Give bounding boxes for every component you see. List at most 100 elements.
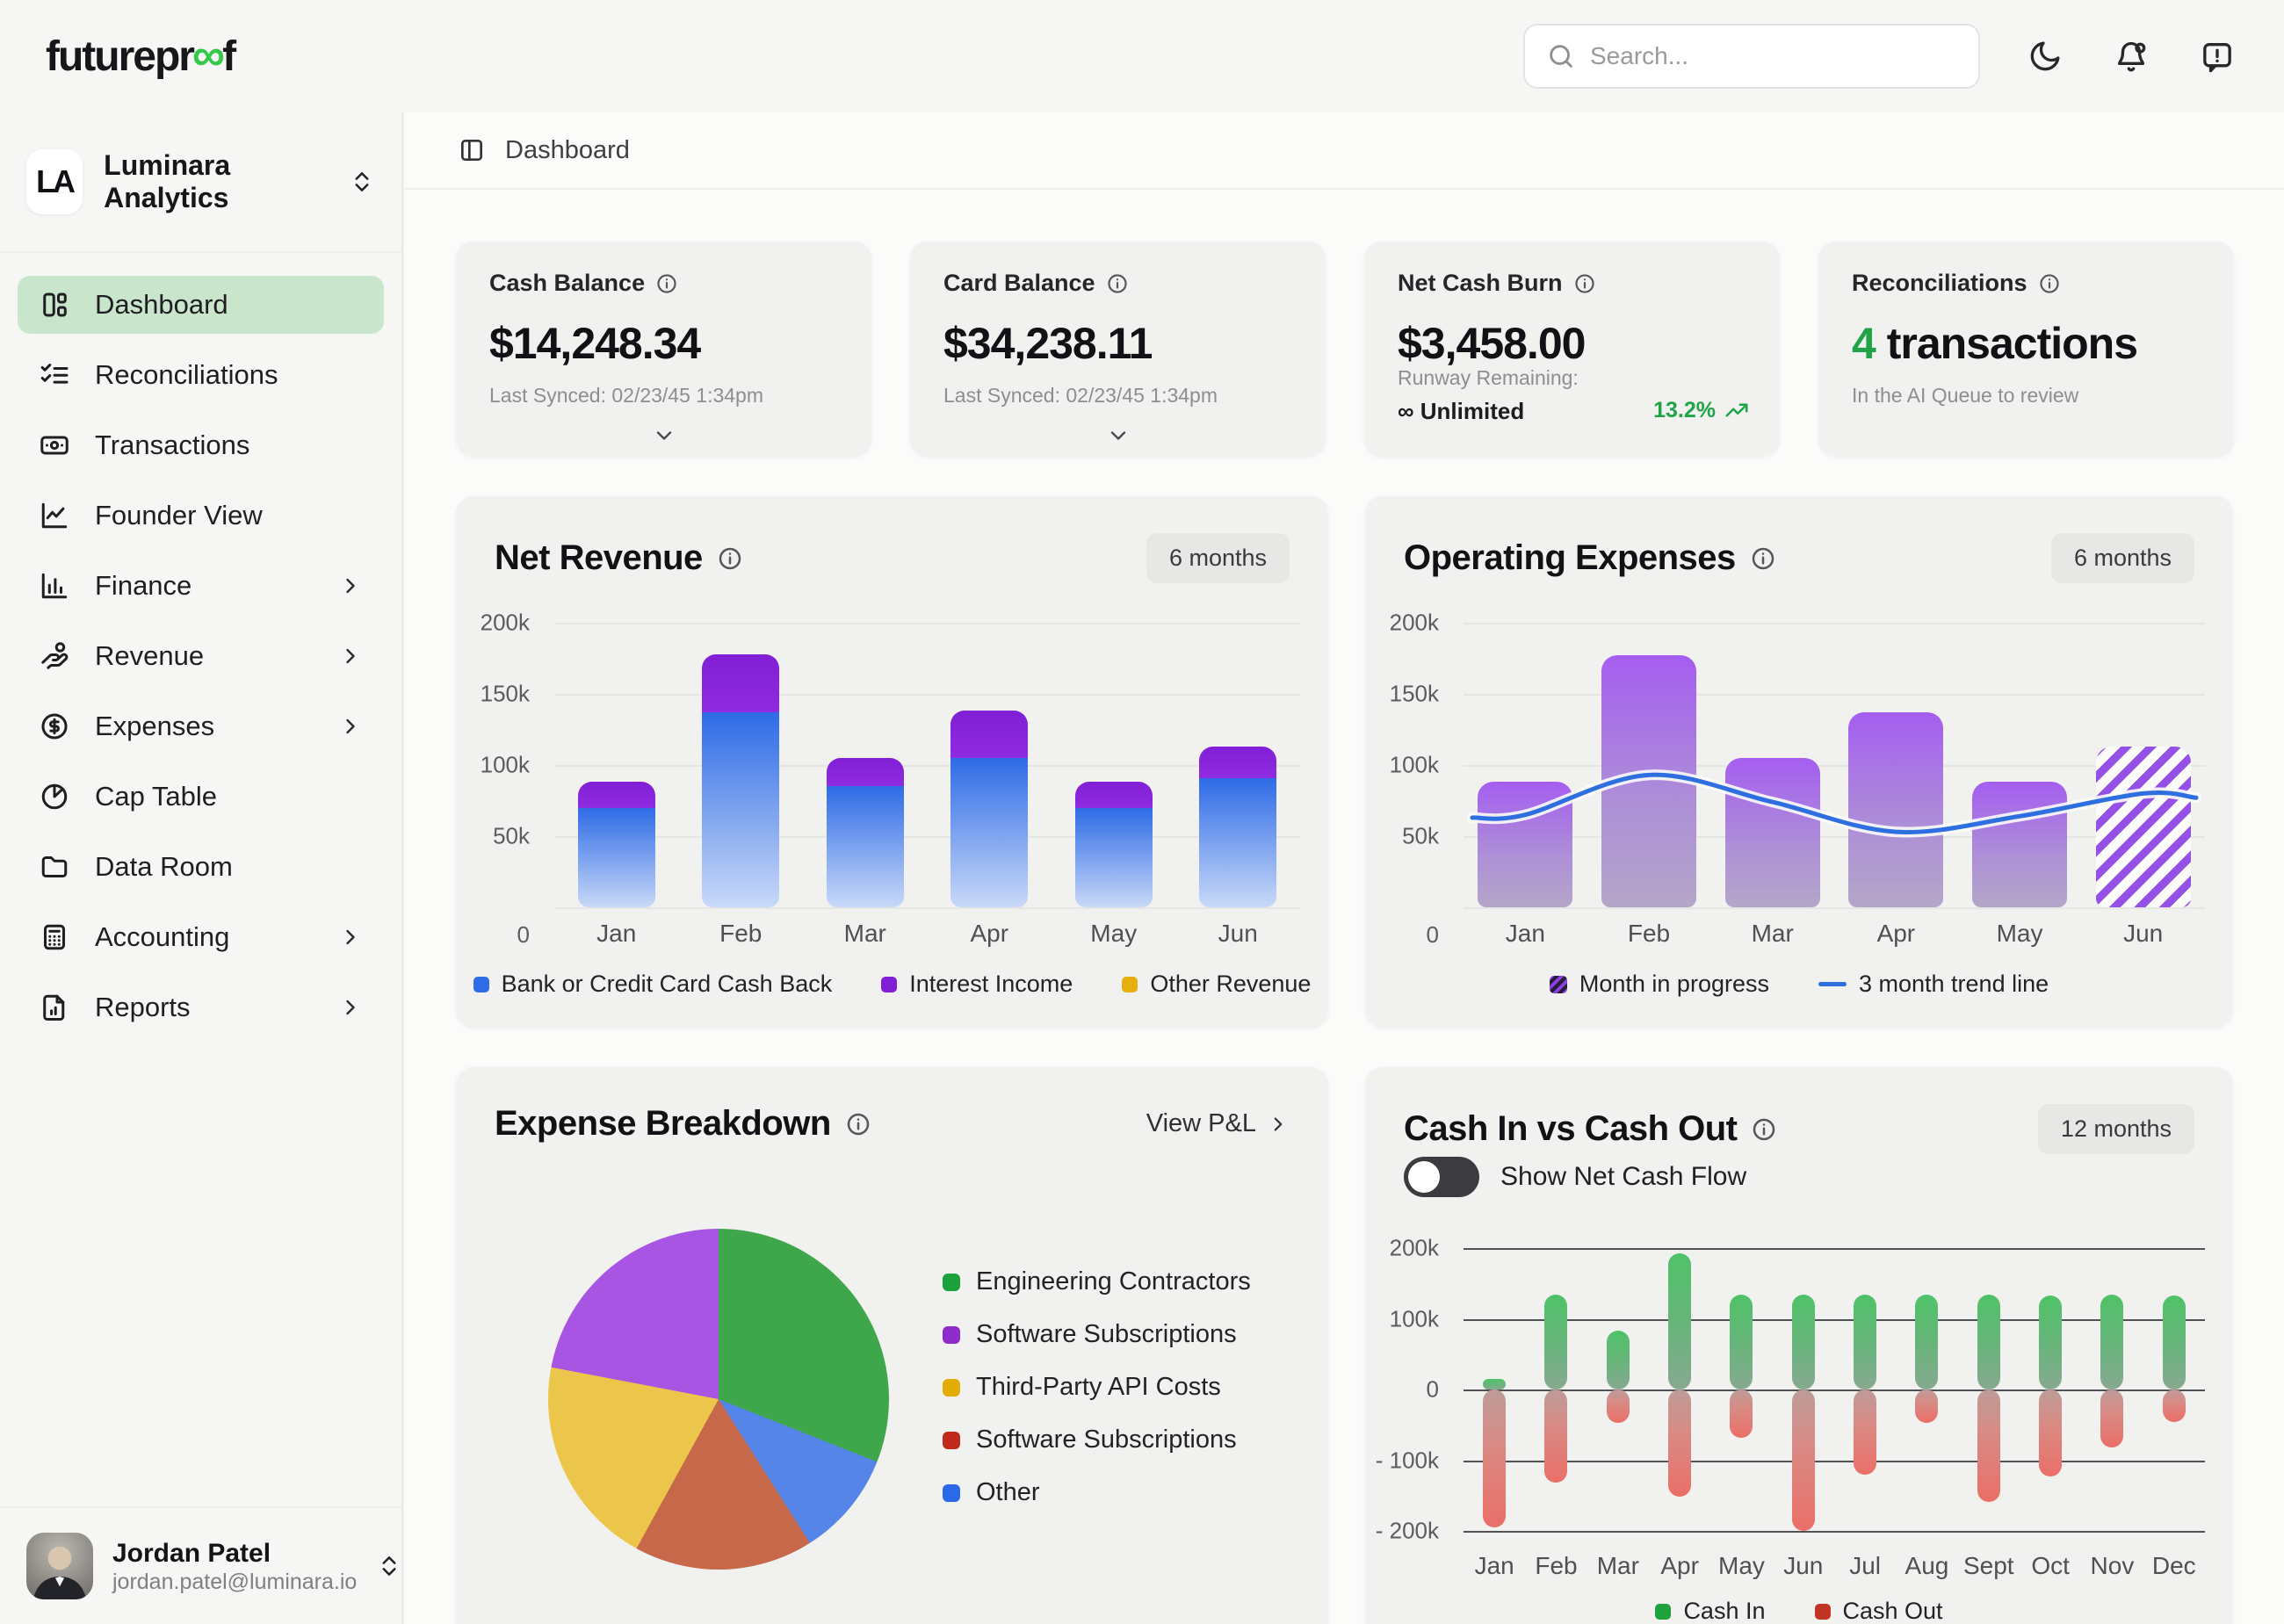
x-axis-label: May	[1996, 920, 2043, 947]
dark-mode-button[interactable]	[2024, 35, 2066, 77]
chevron-right-icon	[338, 714, 363, 739]
futureproof-logo[interactable]: futurepr ∞ f	[46, 32, 236, 81]
cash-out-bar	[1977, 1389, 2000, 1502]
bar-column	[928, 623, 1052, 907]
search-input[interactable]	[1590, 42, 1957, 70]
x-axis-labels: Jan Feb Mar Apr May Jun	[554, 920, 1300, 948]
notifications-button[interactable]	[2110, 35, 2152, 77]
bar-column	[1587, 623, 1711, 907]
cash-out-bar	[1791, 1389, 1815, 1531]
bar-group	[554, 623, 1300, 907]
sidebar-item-revenue[interactable]: Revenue	[18, 627, 384, 685]
x-axis-label: Apr	[1660, 1552, 1699, 1579]
legend-swatch	[1814, 1603, 1831, 1620]
logo-text-suffix: f	[222, 32, 236, 80]
search-icon	[1546, 41, 1576, 71]
x-axis-label: Jul	[1849, 1552, 1882, 1579]
gridline	[554, 836, 1300, 838]
cash-flow-legend: Cash In Cash Out	[1365, 1598, 2233, 1624]
sidebar-item-founder-view[interactable]: Founder View	[18, 487, 384, 545]
info-icon[interactable]	[1750, 545, 1776, 572]
net-cash-burn-value: $3,458.00	[1398, 319, 1586, 368]
cash-in-bar	[1606, 1331, 1630, 1389]
bar-column	[2081, 623, 2205, 907]
x-axis-label: Jan	[596, 920, 637, 947]
info-icon[interactable]	[2038, 272, 2061, 295]
toggle-label: Show Net Cash Flow	[1500, 1162, 1747, 1191]
info-icon[interactable]	[1573, 272, 1596, 295]
x-axis-label: Jan	[1474, 1552, 1514, 1579]
x-axis-label: Jun	[2123, 920, 2164, 947]
gridline	[554, 765, 1300, 767]
net-cash-flow-toggle[interactable]	[1404, 1157, 1479, 1197]
gridline	[1464, 694, 2205, 696]
cash-out-bar	[1483, 1389, 1507, 1527]
period-selector[interactable]: 12 months	[2037, 1104, 2194, 1154]
bar-group	[1464, 623, 2205, 907]
y-axis-tick: 0	[517, 921, 530, 948]
expand-chevron[interactable]	[652, 423, 676, 448]
cash-flow-panel: Cash In vs Cash Out 12 months Show Net C…	[1365, 1067, 2233, 1624]
cash-out-bar	[1606, 1389, 1630, 1423]
info-icon[interactable]	[655, 272, 678, 295]
period-selector[interactable]: 6 months	[2050, 533, 2194, 583]
sidebar-item-dashboard[interactable]: Dashboard	[18, 276, 384, 334]
info-icon[interactable]	[1106, 272, 1129, 295]
legend-item: Month in progress	[1549, 971, 1769, 998]
sidebar-item-transactions[interactable]: Transactions	[18, 416, 384, 474]
view-pnl-link[interactable]: View P&L	[1146, 1109, 1290, 1138]
sidebar-item-expenses[interactable]: Expenses	[18, 697, 384, 755]
user-name: Jordan Patel	[112, 1538, 271, 1568]
period-selector[interactable]: 6 months	[1146, 533, 1290, 583]
bar	[2095, 746, 2191, 907]
bar-segment	[702, 653, 780, 713]
cash-in-bar	[1977, 1295, 2000, 1389]
avatar	[26, 1533, 93, 1599]
gridline	[1464, 765, 2205, 767]
x-axis-label: May	[1718, 1552, 1765, 1579]
legend-swatch	[943, 1378, 960, 1397]
x-axis-label: Nov	[2090, 1552, 2135, 1579]
cash-out-bar	[1854, 1389, 1877, 1475]
cash-in-bar	[1730, 1295, 1753, 1389]
sidebar-item-accounting[interactable]: Accounting	[18, 908, 384, 966]
bar	[1848, 712, 1944, 907]
y-axis-tick: 100k	[480, 751, 530, 778]
x-axis-label: Mar	[1751, 920, 1794, 947]
stacked-bar	[1199, 746, 1277, 907]
chevron-right-icon	[338, 574, 363, 598]
bar-chart-icon	[39, 570, 70, 602]
bar-column	[1710, 1248, 1772, 1531]
workspace-switcher[interactable]: LA Luminara Analytics	[0, 112, 401, 253]
bar	[1601, 655, 1696, 907]
info-icon[interactable]	[717, 545, 743, 572]
panel-title: Expense Breakdown	[495, 1104, 831, 1143]
legend-swatch	[1122, 976, 1138, 992]
sidebar-item-reconciliations[interactable]: Reconciliations	[18, 346, 384, 404]
sidebar-item-finance[interactable]: Finance	[18, 557, 384, 615]
pie-icon	[39, 781, 70, 812]
bar-column	[679, 623, 804, 907]
x-axis-labels: Jan Feb Mar Apr May Jun Jul Aug Sept Oct Nov Dec	[1464, 1552, 2205, 1580]
sidebar-item-cap-table[interactable]: Cap Table	[18, 768, 384, 826]
sidebar-item-reports[interactable]: Reports	[18, 978, 384, 1036]
chevron-right-icon	[1267, 1113, 1290, 1136]
y-axis-tick: 200k	[1389, 1234, 1439, 1261]
cash-in-bar	[2039, 1295, 2063, 1389]
cash-out-bar	[2039, 1389, 2063, 1476]
expand-chevron[interactable]	[1106, 423, 1131, 448]
gridline	[554, 694, 1300, 696]
sidebar-toggle-icon[interactable]	[458, 136, 486, 164]
bar-segment	[577, 782, 655, 808]
user-menu[interactable]: Jordan Patel jordan.patel@luminara.io	[0, 1506, 401, 1624]
info-icon[interactable]	[1751, 1116, 1777, 1143]
y-axis-tick: - 100k	[1375, 1447, 1439, 1473]
legend-swatch	[473, 976, 489, 992]
info-icon[interactable]	[845, 1111, 871, 1137]
panel-title: Cash In vs Cash Out	[1404, 1109, 1738, 1148]
search-bar[interactable]	[1523, 24, 1980, 89]
legend-swatch	[1655, 1603, 1672, 1620]
sidebar-item-data-room[interactable]: Data Room	[18, 838, 384, 896]
feedback-button[interactable]	[2196, 35, 2238, 77]
legend-item: Interest Income	[881, 971, 1073, 998]
